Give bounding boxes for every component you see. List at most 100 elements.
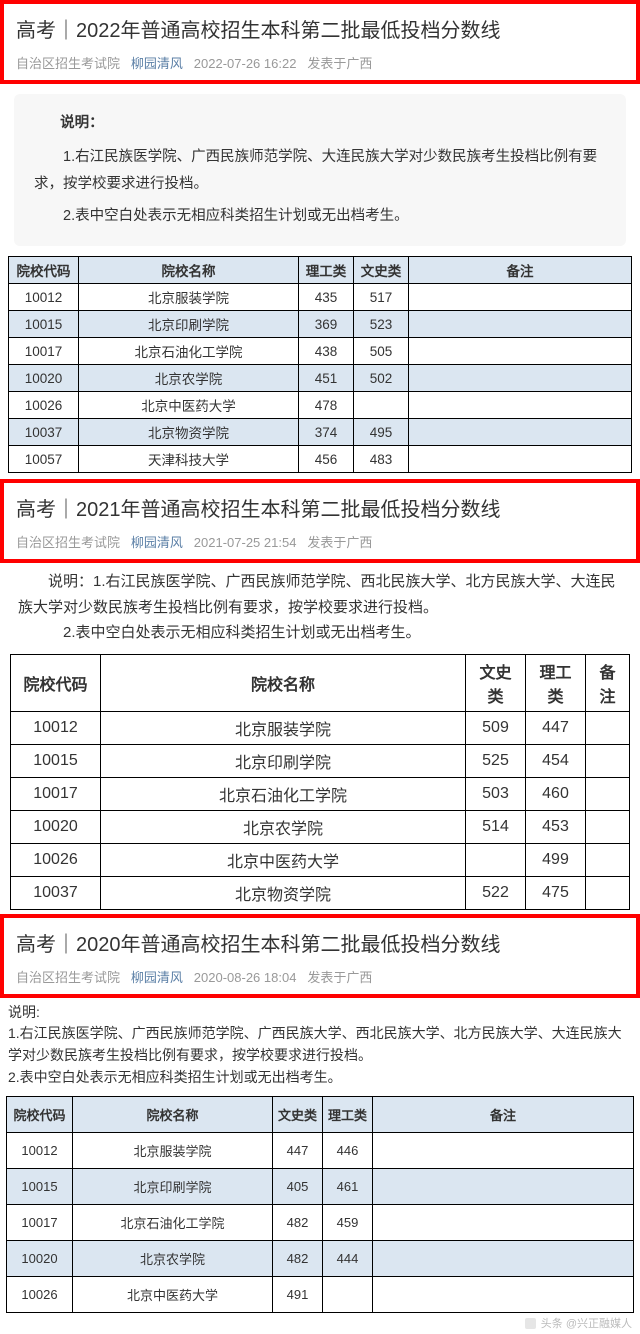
desc-line: 1.右江民族医学院、广西民族师范学院、大连民族大学对少数民族考生投档比例有要求，…: [34, 144, 606, 199]
table-row: 10020北京农学院514453: [11, 810, 630, 843]
table-cell: [409, 311, 632, 338]
table-cell: 北京农学院: [79, 365, 299, 392]
section-header-2021: 高考｜2021年普通高校招生本科第二批最低投档分数线 自治区招生考试院 柳园清风…: [0, 479, 640, 563]
table-cell: [586, 876, 630, 909]
table-cell: 482: [273, 1205, 323, 1241]
desc-label: 说明:: [8, 1002, 632, 1024]
table-cell: 461: [323, 1169, 373, 1205]
author-link[interactable]: 柳园清风: [131, 970, 183, 985]
table-cell: 北京印刷学院: [101, 744, 466, 777]
col-note: 备注: [373, 1097, 634, 1133]
table-cell: 475: [526, 876, 586, 909]
table-row: 10026北京中医药大学491: [7, 1277, 634, 1313]
col-name: 院校名称: [101, 654, 466, 711]
table-cell: [586, 843, 630, 876]
table-cell: 10037: [11, 876, 101, 909]
table-cell: [323, 1277, 373, 1313]
col-code: 院校代码: [9, 257, 79, 284]
author-link[interactable]: 柳园清风: [131, 535, 183, 550]
table-cell: 405: [273, 1169, 323, 1205]
table-cell: 10017: [9, 338, 79, 365]
table-cell: 天津科技大学: [79, 446, 299, 473]
table-row: 10020北京农学院482444: [7, 1241, 634, 1277]
table-cell: 451: [299, 365, 354, 392]
table-row: 10017北京石油化工学院438505: [9, 338, 632, 365]
table-cell: [409, 392, 632, 419]
table-cell: 446: [323, 1133, 373, 1169]
table-row: 10017北京石油化工学院482459: [7, 1205, 634, 1241]
table-row: 10026北京中医药大学478: [9, 392, 632, 419]
table-cell: 10020: [7, 1241, 73, 1277]
table-cell: [373, 1277, 634, 1313]
desc-line: 1.右江民族医学院、广西民族师范学院、广西民族大学、西北民族大学、北方民族大学、…: [8, 1023, 632, 1066]
table-cell: 478: [299, 392, 354, 419]
table-cell: 北京中医药大学: [73, 1277, 273, 1313]
desc-line: 2.表中空白处表示无相应科类招生计划或无出档考生。: [34, 203, 606, 231]
watermark-prefix: 头条: [541, 1318, 563, 1330]
col-science: 理工类: [299, 257, 354, 284]
table-cell: 505: [354, 338, 409, 365]
meta-line: 自治区招生考试院 柳园清风 2022-07-26 16:22 发表于广西: [16, 53, 624, 72]
score-table-2020: 院校代码 院校名称 文史类 理工类 备注 10012北京服装学院44744610…: [6, 1096, 634, 1313]
table-cell: 517: [354, 284, 409, 311]
section-title: 高考｜2022年普通高校招生本科第二批最低投档分数线: [16, 14, 624, 43]
table-cell: 北京印刷学院: [79, 311, 299, 338]
table-row: 10020北京农学院451502: [9, 365, 632, 392]
table-cell: 444: [323, 1241, 373, 1277]
table-row: 10012北京服装学院435517: [9, 284, 632, 311]
table-row: 10015北京印刷学院369523: [9, 311, 632, 338]
col-science: 理工类: [526, 654, 586, 711]
table-cell: 10037: [9, 419, 79, 446]
table-row: 10037北京物资学院522475: [11, 876, 630, 909]
table-cell: 北京物资学院: [101, 876, 466, 909]
table-cell: 509: [466, 711, 526, 744]
table-header-row: 院校代码 院校名称 文史类 理工类 备注: [11, 654, 630, 711]
table-cell: [466, 843, 526, 876]
table-cell: [586, 810, 630, 843]
col-arts: 文史类: [466, 654, 526, 711]
table-cell: 10012: [7, 1133, 73, 1169]
source-text: 自治区招生考试院: [16, 535, 120, 550]
table-row: 10017北京石油化工学院503460: [11, 777, 630, 810]
table-cell: 456: [299, 446, 354, 473]
table-cell: [409, 284, 632, 311]
table-cell: 北京服装学院: [73, 1133, 273, 1169]
table-cell: 502: [354, 365, 409, 392]
table-cell: 10057: [9, 446, 79, 473]
source-text: 自治区招生考试院: [16, 56, 120, 71]
table-cell: 438: [299, 338, 354, 365]
col-arts: 文史类: [354, 257, 409, 284]
timestamp-text: 2021-07-25 21:54: [194, 535, 297, 550]
timestamp-text: 2022-07-26 16:22: [194, 56, 297, 71]
table-row: 10012北京服装学院509447: [11, 711, 630, 744]
author-link[interactable]: 柳园清风: [131, 56, 183, 71]
description-block-2021: 说明：1.右江民族医学院、广西民族师范学院、西北民族大学、北方民族大学、大连民族…: [0, 563, 640, 652]
col-name: 院校名称: [73, 1097, 273, 1133]
table-cell: 503: [466, 777, 526, 810]
table-cell: 523: [354, 311, 409, 338]
table-cell: 483: [354, 446, 409, 473]
section-header-2022: 高考｜2022年普通高校招生本科第二批最低投档分数线 自治区招生考试院 柳园清风…: [0, 0, 640, 84]
table-cell: 447: [526, 711, 586, 744]
table-cell: 10012: [11, 711, 101, 744]
table-cell: 453: [526, 810, 586, 843]
table-cell: 10017: [7, 1205, 73, 1241]
table-cell: [409, 338, 632, 365]
table-cell: 459: [323, 1205, 373, 1241]
desc-line: 2.表中空白处表示无相应科类招生计划或无出档考生。: [18, 620, 622, 646]
watermark: 头条 @兴正融媒人: [0, 1313, 640, 1333]
table-cell: [373, 1133, 634, 1169]
table-cell: [373, 1205, 634, 1241]
meta-line: 自治区招生考试院 柳园清风 2021-07-25 21:54 发表于广西: [16, 532, 624, 551]
table-cell: 499: [526, 843, 586, 876]
table-cell: [373, 1241, 634, 1277]
score-table-2022: 院校代码 院校名称 理工类 文史类 备注 10012北京服装学院43551710…: [8, 256, 632, 473]
table-cell: 374: [299, 419, 354, 446]
section-title: 高考｜2021年普通高校招生本科第二批最低投档分数线: [16, 493, 624, 522]
timestamp-text: 2020-08-26 18:04: [194, 970, 297, 985]
table-header-row: 院校代码 院校名称 文史类 理工类 备注: [7, 1097, 634, 1133]
col-science: 理工类: [323, 1097, 373, 1133]
table-cell: 10026: [7, 1277, 73, 1313]
table-cell: 10015: [11, 744, 101, 777]
table-cell: 北京中医药大学: [79, 392, 299, 419]
